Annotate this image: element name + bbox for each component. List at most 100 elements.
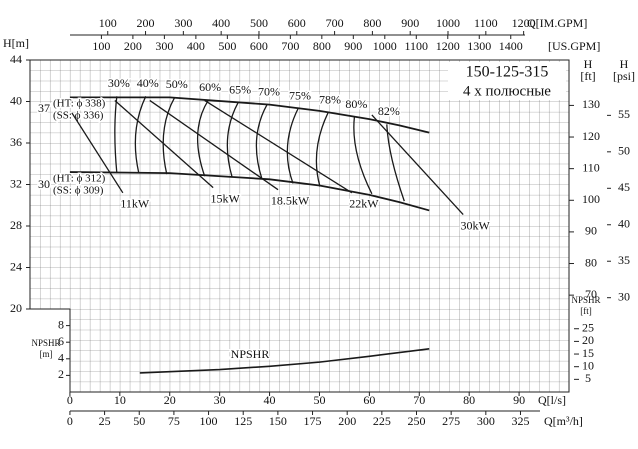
x2-axis-label: Q[m³/h] [544,414,583,428]
x2-tick-label: 75 [168,414,180,428]
x2-tick-label: 300 [174,16,192,30]
head-note: (SS: ϕ 309) [53,185,104,197]
efficiency-curve [162,97,176,175]
y2-tick-label: 5 [585,371,591,385]
y2-tick-label: 30 [618,289,630,303]
y2-axis-label: [ft] [580,69,595,83]
y2-tick-label: 8 [58,317,64,331]
y2-axis-label: [m] [40,349,53,359]
efficiency-curve [134,96,147,174]
x2-tick-label: 900 [344,39,362,53]
y2-tick-label: 100 [582,192,600,206]
y2-tick-label: 20 [582,333,594,347]
y2-axis-label: H [620,57,629,71]
power-label: 18.5kW [271,193,310,207]
power-line [371,114,464,216]
title-box [448,62,566,100]
y2-tick-label: 45 [618,180,630,194]
head-note: (HT: ϕ 338) [53,98,106,110]
x2-tick-label: 600 [288,16,306,30]
head-label: 37 [38,101,50,115]
x-tick-label: 50 [313,393,325,407]
chart-subtitle: 4 x полюсные [463,83,551,99]
head-note: (HT: ϕ 312) [53,173,106,185]
x2-tick-label: 1100 [474,16,498,30]
efficiency-curve [315,112,329,187]
y2-axis-label: [psi] [613,69,635,83]
x2-axis-label: Q[IM.GPM] [527,16,587,30]
efficiency-label: 80% [345,97,367,111]
y2-tick-label: 55 [618,107,630,121]
x2-tick-label: 500 [218,39,236,53]
x-tick-label: 90 [513,393,525,407]
y2-tick-label: 130 [582,97,600,111]
y-axis-label: H[m] [3,36,29,50]
x-tick-label: 0 [67,393,73,407]
power-label: 15kW [210,191,240,205]
x2-tick-label: 400 [212,16,230,30]
y2-tick-label: 70 [585,287,597,301]
efficiency-label: 50% [166,77,188,91]
x-tick-label: 40 [264,393,276,407]
x-tick-label: 10 [114,393,126,407]
x2-tick-label: 600 [250,39,268,53]
x2-tick-label: 0 [67,414,73,428]
power-line [114,99,214,189]
x2-tick-label: 1000 [436,16,460,30]
x2-tick-label: 200 [137,16,155,30]
efficiency-curve [286,108,299,184]
x2-tick-label: 300 [155,39,173,53]
efficiency-label: 75% [289,89,311,103]
x2-tick-label: 125 [234,414,252,428]
efficiency-curve [386,124,405,202]
efficiency-curve [197,100,209,177]
head-note: (SS: ϕ 336) [53,110,104,122]
x2-tick-label: 1100 [405,39,429,53]
y-tick-label: 24 [10,259,22,273]
efficiency-label: 30% [108,76,130,90]
y2-tick-label: 6 [58,334,64,348]
y2-tick-label: 25 [582,320,594,334]
x-tick-label: 30 [214,393,226,407]
y2-tick-label: 15 [582,346,594,360]
npshr-curve [139,348,430,374]
x2-tick-label: 800 [363,16,381,30]
x2-tick-label: 700 [281,39,299,53]
x2-tick-label: 200 [124,39,142,53]
x2-tick-label: 1200 [436,39,460,53]
efficiency-label: 70% [258,84,280,98]
x2-tick-label: 1400 [499,39,523,53]
efficiency-label: 40% [137,76,159,90]
x2-tick-label: 1300 [467,39,491,53]
y-tick-label: 36 [10,135,22,149]
x2-tick-label: 400 [187,39,205,53]
x2-tick-label: 225 [373,414,391,428]
grid-upper [30,60,569,309]
x2-tick-label: 800 [313,39,331,53]
x2-tick-label: 1200 [512,16,536,30]
head-label: 30 [38,177,50,191]
efficiency-label: 65% [229,82,251,96]
y2-axis-label: NPSHR [571,295,600,305]
y-tick-label: 44 [10,52,22,66]
y-tick-label: 20 [10,301,22,315]
power-line [149,99,279,191]
efficiency-label: 60% [199,80,221,94]
x2-tick-label: 100 [200,414,218,428]
x2-tick-label: 275 [442,414,460,428]
y2-tick-label: 120 [582,129,600,143]
y2-axis-label: [ft] [580,306,592,316]
x-tick-label: 70 [413,393,425,407]
y2-tick-label: 35 [618,253,630,267]
x-tick-label: 20 [164,393,176,407]
efficiency-label: 78% [319,93,341,107]
npshr-label: NPSHR [231,347,270,361]
x2-tick-label: 150 [269,414,287,428]
x2-tick-label: 300 [477,414,495,428]
x2-tick-label: 500 [250,16,268,30]
x2-axis-label: [US.GPM] [548,39,600,53]
head-curve [69,96,430,134]
y2-tick-label: 2 [58,367,64,381]
y2-tick-label: 110 [582,160,600,174]
x2-tick-label: 100 [92,39,110,53]
